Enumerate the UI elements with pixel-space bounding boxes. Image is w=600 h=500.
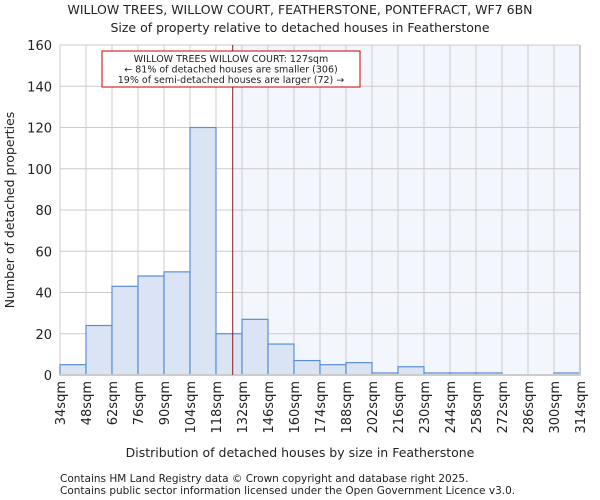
y-tick-label: 0 [44,369,52,384]
x-tick-label: 174sqm [314,381,329,434]
x-tick-label: 244sqm [444,381,459,434]
footer-line-2: Contains public sector information licen… [60,485,515,497]
y-tick-label: 120 [27,122,52,137]
x-tick-label: 300sqm [548,381,563,434]
y-tick-label: 140 [27,80,52,95]
x-tick-label: 62sqm [106,381,121,425]
x-tick-label: 118sqm [210,381,225,434]
histogram-bar [345,362,373,376]
histogram-bar [293,359,321,376]
histogram-bar [59,364,87,376]
x-tick-label: 258sqm [470,381,485,434]
x-tick-label: 104sqm [184,381,199,434]
x-tick-label: 272sqm [496,381,511,434]
chart-title: WILLOW TREES, WILLOW COURT, FEATHERSTONE… [68,2,533,17]
annotation-line: WILLOW TREES WILLOW COURT: 127sqm [134,54,328,65]
chart-subtitle: Size of property relative to detached ho… [110,20,489,35]
y-tick-label: 100 [27,163,52,178]
x-tick-label: 286sqm [522,381,537,434]
x-tick-label: 314sqm [574,381,589,434]
x-tick-label: 90sqm [158,381,173,425]
y-tick-label: 160 [27,39,52,54]
histogram-bar [163,271,191,376]
x-tick-label: 202sqm [366,381,381,434]
histogram-bar [137,275,165,376]
y-axis-label: Number of detached properties [2,112,17,309]
x-tick-label: 146sqm [262,381,277,434]
x-tick-label: 230sqm [418,381,433,434]
annotation-box [101,50,361,88]
x-tick-label: 160sqm [288,381,303,434]
y-tick-label: 20 [35,328,52,343]
histogram-bar [397,366,425,376]
x-tick-label: 216sqm [392,381,407,434]
annotation-line: 19% of semi-detached houses are larger (… [118,75,345,86]
x-tick-label: 34sqm [54,381,69,425]
x-tick-label: 188sqm [340,381,355,434]
histogram-bar [241,318,269,376]
histogram-bar [319,364,347,376]
annotation-line: ← 81% of detached houses are smaller (30… [124,65,337,76]
x-tick-label: 48sqm [80,381,95,425]
y-tick-label: 40 [35,287,52,302]
histogram-bar [111,285,139,376]
x-tick-label: 132sqm [236,381,251,434]
histogram-bar [215,333,243,376]
footer-line-1: Contains HM Land Registry data © Crown c… [60,473,468,485]
histogram-bar [85,324,113,376]
histogram-bar [267,343,295,376]
x-axis-label: Distribution of detached houses by size … [126,445,475,460]
x-tick-label: 76sqm [132,381,147,425]
histogram-bar [189,126,217,376]
y-tick-label: 60 [35,245,52,260]
y-tick-label: 80 [35,204,52,219]
